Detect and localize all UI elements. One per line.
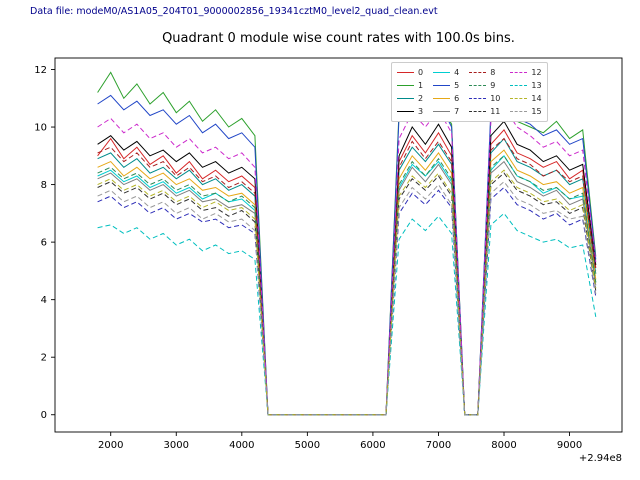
series-line-5	[97, 88, 597, 416]
x-axis-offset-label: +2.94e8	[578, 453, 622, 464]
legend-label: 11	[490, 106, 501, 116]
legend-item-12: 12	[510, 67, 542, 77]
x-tick-label: 4000	[229, 440, 254, 451]
series-line-1	[97, 71, 597, 416]
series-line-13	[97, 212, 597, 416]
series-line-0	[97, 129, 597, 416]
legend: 0 1 2 3 4 5 6 7 8 9 10 11 12 13 14 15	[391, 62, 548, 122]
legend-item-2: 2	[397, 93, 424, 103]
legend-label: 12	[531, 67, 542, 77]
series-line-12	[97, 106, 597, 416]
y-tick-label: 4	[41, 295, 47, 306]
legend-label: 3	[418, 106, 424, 116]
series-line-10	[97, 186, 597, 416]
legend-line-sample	[469, 85, 487, 86]
legend-line-sample	[469, 111, 487, 112]
legend-item-13: 13	[510, 80, 542, 90]
series-line-15	[97, 180, 597, 416]
legend-item-5: 5	[433, 80, 460, 90]
y-tick-label: 0	[41, 410, 47, 421]
legend-label: 7	[454, 106, 460, 116]
x-tick-label: 8000	[491, 440, 516, 451]
legend-item-11: 11	[469, 106, 501, 116]
legend-line-sample	[397, 98, 414, 99]
legend-item-15: 15	[510, 106, 542, 116]
x-tick-label: 2000	[98, 440, 123, 451]
legend-item-14: 14	[510, 93, 542, 103]
legend-label: 13	[531, 80, 542, 90]
legend-label: 10	[490, 93, 501, 103]
legend-label: 8	[490, 67, 496, 77]
series-line-9	[97, 155, 597, 416]
legend-label: 14	[531, 93, 542, 103]
legend-item-6: 6	[433, 93, 460, 103]
series-line-4	[97, 154, 597, 416]
chart-title: Quadrant 0 module wise count rates with …	[162, 31, 515, 46]
series-line-7	[97, 160, 597, 416]
legend-label: 5	[454, 80, 460, 90]
legend-line-sample	[397, 85, 414, 86]
legend-line-sample	[510, 85, 528, 86]
series-line-2	[97, 137, 597, 416]
y-tick-label: 2	[41, 353, 47, 364]
axes-frame	[54, 57, 623, 433]
y-tick-label: 12	[34, 65, 47, 76]
legend-line-sample	[397, 111, 414, 112]
y-tick-label: 6	[41, 238, 47, 249]
legend-item-3: 3	[397, 106, 424, 116]
legend-item-9: 9	[469, 80, 500, 90]
legend-item-8: 8	[469, 67, 500, 77]
x-tick-label: 6000	[360, 440, 385, 451]
x-tick-label: 9000	[557, 440, 582, 451]
legend-item-1: 1	[397, 80, 424, 90]
series-line-3	[97, 120, 597, 416]
legend-line-sample	[397, 72, 414, 73]
x-tick-label: 5000	[295, 440, 320, 451]
legend-line-sample	[510, 111, 528, 112]
legend-item-0: 0	[397, 67, 424, 77]
legend-label: 9	[490, 80, 496, 90]
legend-line-sample	[469, 72, 487, 73]
legend-line-sample	[469, 98, 487, 99]
series-line-14	[97, 169, 597, 416]
legend-item-7: 7	[433, 106, 460, 116]
legend-label: 4	[454, 67, 460, 77]
legend-line-sample	[433, 98, 451, 99]
x-tick-label: 7000	[426, 440, 451, 451]
series-line-8	[97, 137, 597, 416]
legend-label: 6	[454, 93, 460, 103]
legend-line-sample	[510, 98, 528, 99]
legend-line-sample	[510, 72, 528, 73]
legend-item-4: 4	[433, 67, 460, 77]
x-tick-label: 3000	[164, 440, 189, 451]
legend-label: 15	[531, 106, 542, 116]
legend-line-sample	[433, 72, 451, 73]
legend-line-sample	[433, 85, 451, 86]
legend-label: 1	[418, 80, 424, 90]
legend-item-10: 10	[469, 93, 501, 103]
y-tick-label: 8	[41, 180, 47, 191]
y-tick-label: 10	[34, 123, 47, 134]
legend-label: 0	[418, 67, 424, 77]
legend-line-sample	[433, 111, 451, 112]
data-file-label: Data file: modeM0/AS1A05_204T01_90000028…	[30, 6, 438, 17]
legend-label: 2	[418, 93, 424, 103]
